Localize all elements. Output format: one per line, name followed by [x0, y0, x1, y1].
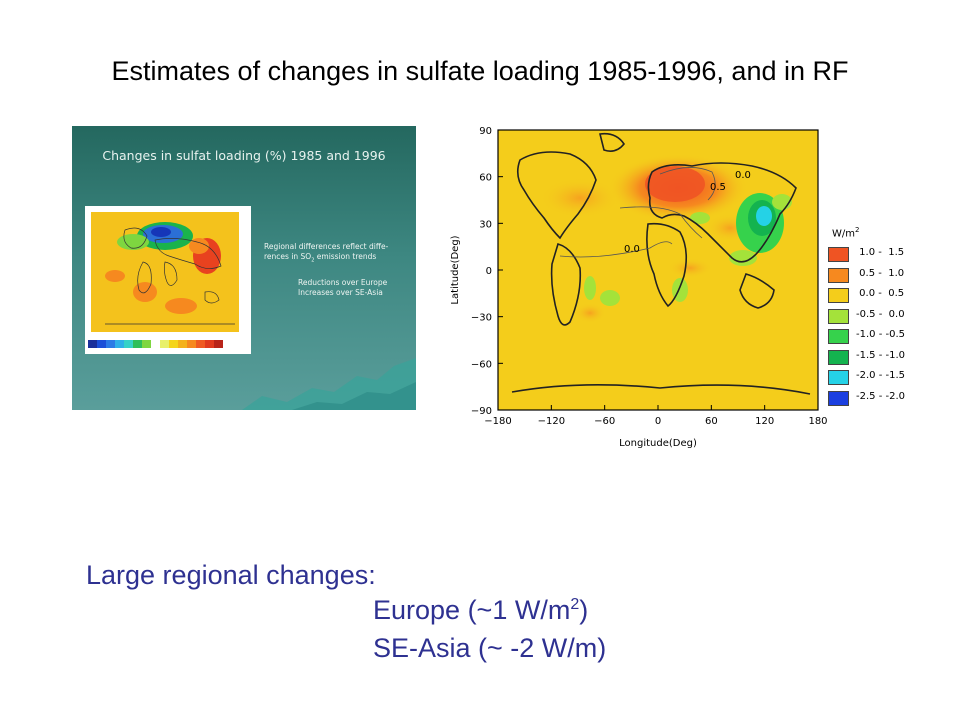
y-tick-label: −30 [471, 313, 492, 324]
legend-item: -1.5 - -1.0 [826, 349, 936, 365]
legend-swatch [828, 308, 849, 324]
inset-title: Changes in sulfat loading (%) 1985 and 1… [102, 148, 386, 163]
x-tick-label: 180 [808, 416, 827, 427]
legend-swatch [828, 247, 849, 262]
inset-slide: Changes in sulfat loading (%) 1985 and 1… [72, 126, 416, 410]
legend-item: -1.0 - -0.5 [826, 328, 936, 344]
y-tick-label: −90 [471, 406, 492, 417]
inset-note-regions: Reductions over Europe Increases over SE… [298, 278, 416, 298]
inset-note-europe: Reductions over Europe [298, 278, 388, 287]
slide-title: Estimates of changes in sulfate loading … [111, 56, 849, 86]
coastlines [511, 132, 811, 395]
legend-swatch [828, 288, 849, 303]
inset-note-seasia: Increases over SE-Asia [298, 288, 383, 297]
x-tick-label: −60 [594, 416, 615, 427]
x-tick-label: 60 [705, 416, 718, 427]
legend-item: 0.5 - 1.0 [826, 267, 936, 283]
legend-swatch [828, 329, 849, 344]
summary-europe: Europe (~1 W/m2) [373, 595, 589, 625]
contour-label: 0.0 [624, 244, 640, 255]
legend-label: 1.0 - 1.5 [856, 247, 905, 258]
legend-swatch [828, 267, 849, 283]
y-tick-label: 90 [479, 126, 492, 137]
summary-heading: Large regional changes: [86, 560, 376, 590]
inset-note-line2: rences in SO2 emission trends [264, 252, 377, 264]
legend-label: 0.5 - 1.0 [856, 267, 905, 279]
y-tick-label: 30 [479, 219, 492, 230]
legend-item: -2.5 - -2.0 [826, 390, 936, 406]
legend-label: -2.0 - -1.5 [856, 370, 905, 381]
decorative-waves [242, 358, 416, 410]
legend-title: W/m2 [832, 226, 860, 240]
x-tick-label: 0 [655, 416, 661, 427]
inset-colorbar [88, 340, 223, 348]
legend-label: -1.5 - -1.0 [856, 349, 905, 361]
x-axis: −180 −120 −60 0 60 120 180 [484, 405, 828, 427]
inset-note-line1: Regional differences reflect diffe- [264, 242, 389, 251]
y-tick-label: 0 [486, 266, 492, 277]
y-tick-label: −60 [471, 359, 492, 370]
legend-label: -2.5 - -2.0 [856, 390, 905, 402]
legend-label: -0.5 - 0.0 [856, 308, 905, 320]
rf-change-map: 0.5 0.0 0.0 −180 −120 −60 0 60 120 180 90 60 30 0… [450, 126, 828, 449]
x-axis-label: Longitude(Deg) [619, 438, 697, 449]
y-tick-label: 60 [479, 173, 492, 184]
contour-label: 0.0 [735, 170, 751, 181]
x-tick-label: −120 [538, 416, 565, 427]
legend-swatch [828, 370, 849, 385]
legend-item: 0.0 - 0.5 [826, 287, 936, 303]
x-tick-label: −180 [484, 416, 511, 427]
y-axis: 90 60 30 0 −30 −60 −90 [471, 126, 503, 417]
legend-swatch [828, 390, 849, 406]
legend-item: 1.0 - 1.5 [826, 246, 936, 262]
legend-label: -1.0 - -0.5 [856, 329, 905, 340]
x-tick-label: 120 [755, 416, 774, 427]
summary-seasia: SE-Asia (~ -2 W/m) [373, 633, 607, 663]
inset-note-differences: Regional differences reflect diffe- renc… [264, 242, 414, 266]
legend-swatch [828, 349, 849, 365]
y-axis-label: Latitude(Deg) [450, 235, 461, 304]
contour-label: 0.5 [710, 182, 726, 193]
legend-item: -2.0 - -1.5 [826, 369, 936, 385]
legend-label: 0.0 - 0.5 [856, 288, 905, 299]
sulfate-change-map [85, 206, 251, 354]
legend-item: -0.5 - 0.0 [826, 308, 936, 324]
